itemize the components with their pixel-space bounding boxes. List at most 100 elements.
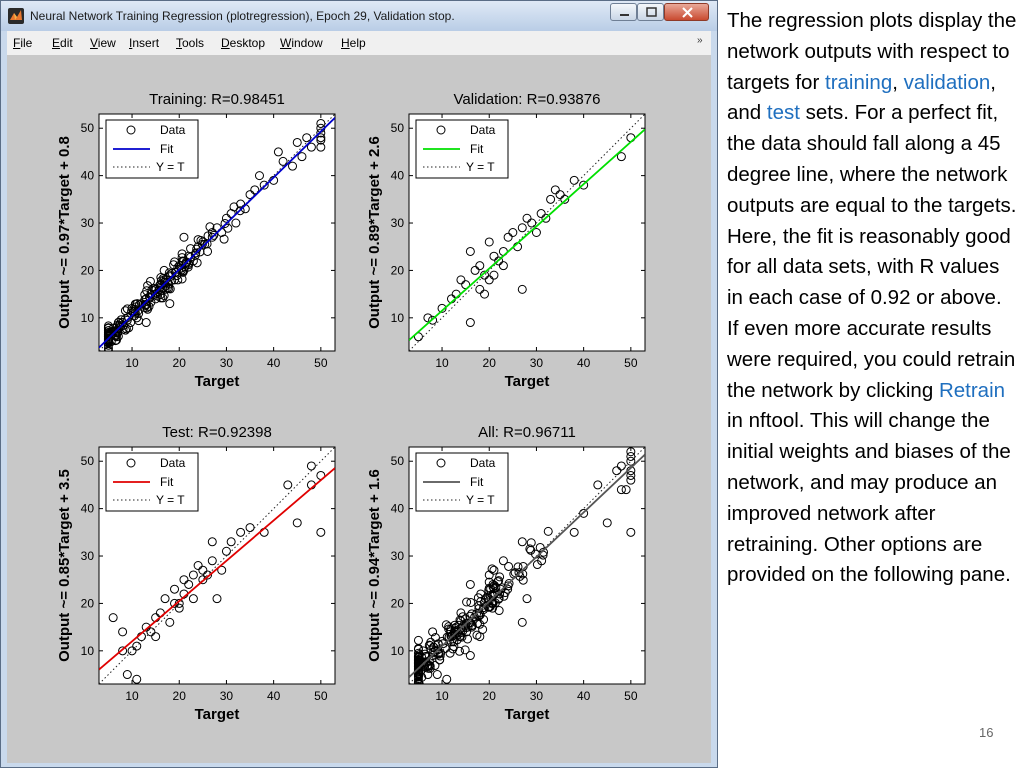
menu-desktop[interactable]: Desktop bbox=[221, 36, 266, 50]
data-point bbox=[496, 584, 506, 594]
data-point bbox=[203, 231, 213, 241]
legend-marker-data bbox=[126, 458, 136, 468]
data-point bbox=[465, 579, 475, 589]
window-title: Neural Network Training Regression (plot… bbox=[30, 9, 455, 23]
data-point bbox=[526, 545, 536, 555]
data-point bbox=[108, 613, 118, 623]
data-point bbox=[413, 678, 423, 684]
highlight-term: training bbox=[825, 70, 893, 94]
close-button[interactable] bbox=[664, 3, 709, 21]
data-point bbox=[245, 523, 255, 533]
data-point bbox=[207, 232, 217, 242]
data-point bbox=[484, 275, 494, 285]
data-point bbox=[103, 326, 113, 336]
data-point bbox=[478, 624, 488, 634]
title-bar[interactable]: Neural Network Training Regression (plot… bbox=[1, 1, 717, 31]
data-point bbox=[132, 674, 142, 684]
x-tick-label: 50 bbox=[314, 689, 328, 703]
data-point bbox=[518, 575, 528, 585]
data-point bbox=[569, 175, 579, 185]
data-point bbox=[177, 253, 187, 263]
minimize-icon bbox=[620, 14, 629, 16]
data-point bbox=[177, 274, 187, 284]
y-tick-label: 10 bbox=[81, 311, 95, 325]
data-point bbox=[245, 190, 255, 200]
menu-insert[interactable]: Insert bbox=[129, 36, 160, 50]
data-point bbox=[627, 438, 635, 446]
data-point bbox=[438, 639, 448, 649]
data-point bbox=[155, 282, 165, 292]
x-tick-label: 10 bbox=[435, 689, 449, 703]
data-point bbox=[169, 260, 179, 270]
data-point bbox=[543, 526, 553, 536]
matlab-icon[interactable] bbox=[8, 8, 24, 24]
regression-plot-3: 10 20 30 40 50 10 20 30 40 50 All: R=0.96711 Target… bbox=[366, 424, 646, 723]
menu-view[interactable]: View bbox=[90, 36, 116, 50]
data-point bbox=[440, 643, 450, 653]
legend[interactable]: Data Fit Y = T bbox=[415, 119, 509, 179]
menu-help[interactable]: Help bbox=[341, 36, 366, 50]
menu-window[interactable]: Window bbox=[280, 36, 323, 50]
data-point bbox=[151, 632, 161, 642]
data-point bbox=[432, 670, 442, 680]
data-point bbox=[414, 682, 422, 684]
y-tick-label: 30 bbox=[391, 549, 405, 563]
data-point bbox=[142, 286, 152, 296]
data-point bbox=[460, 645, 470, 655]
data-point bbox=[536, 209, 546, 219]
data-point bbox=[160, 594, 170, 604]
legend-label-data: Data bbox=[160, 456, 186, 470]
legend[interactable]: Data Fit Y = T bbox=[415, 452, 509, 512]
description-segment: sets. For a perfect fit, the data should… bbox=[727, 101, 1017, 402]
data-point bbox=[517, 617, 527, 627]
data-point bbox=[212, 594, 222, 604]
data-point bbox=[484, 570, 494, 580]
data-point bbox=[209, 230, 219, 240]
data-point bbox=[292, 137, 302, 147]
figure-window: Neural Network Training Regression (plot… bbox=[0, 0, 718, 768]
data-point bbox=[179, 575, 189, 585]
data-point bbox=[475, 261, 485, 271]
legend-marker-data bbox=[436, 125, 446, 135]
data-point bbox=[458, 612, 468, 622]
double-chevron-icon[interactable]: » bbox=[697, 35, 703, 46]
menu-tools[interactable]: Tools bbox=[176, 36, 205, 50]
data-point bbox=[423, 313, 433, 323]
data-point bbox=[488, 603, 498, 613]
page-number: 16 bbox=[979, 725, 994, 740]
maximize-button[interactable] bbox=[637, 3, 664, 21]
legend-marker-data bbox=[126, 125, 136, 135]
x-tick-label: 30 bbox=[220, 356, 234, 370]
data-point bbox=[503, 581, 513, 591]
data-point bbox=[489, 565, 499, 575]
data-point bbox=[103, 343, 113, 351]
data-point bbox=[489, 270, 499, 280]
legend[interactable]: Data Fit Y = T bbox=[105, 452, 199, 512]
legend[interactable]: Data Fit Y = T bbox=[105, 119, 199, 179]
data-point bbox=[555, 190, 565, 200]
menu-file[interactable]: File bbox=[13, 36, 33, 50]
data-point bbox=[499, 591, 509, 601]
data-point bbox=[229, 202, 239, 212]
data-point bbox=[133, 306, 143, 316]
data-point bbox=[198, 565, 208, 575]
plot-title: Test: R=0.92398 bbox=[162, 424, 272, 441]
maximize-icon bbox=[646, 7, 657, 17]
data-point bbox=[191, 248, 201, 258]
data-point bbox=[593, 480, 603, 490]
y-tick-label: 50 bbox=[81, 121, 95, 135]
data-point bbox=[316, 133, 326, 143]
data-point bbox=[442, 674, 452, 684]
data-point bbox=[612, 466, 622, 476]
data-point bbox=[503, 232, 513, 242]
minimize-button[interactable] bbox=[610, 3, 637, 21]
data-point bbox=[476, 597, 486, 607]
data-point bbox=[504, 561, 514, 571]
x-tick-label: 20 bbox=[173, 356, 187, 370]
menu-edit[interactable]: Edit bbox=[52, 36, 73, 50]
data-point bbox=[537, 556, 547, 566]
data-point bbox=[450, 620, 460, 630]
data-point bbox=[433, 639, 443, 649]
data-point bbox=[626, 470, 636, 480]
data-point bbox=[522, 594, 532, 604]
